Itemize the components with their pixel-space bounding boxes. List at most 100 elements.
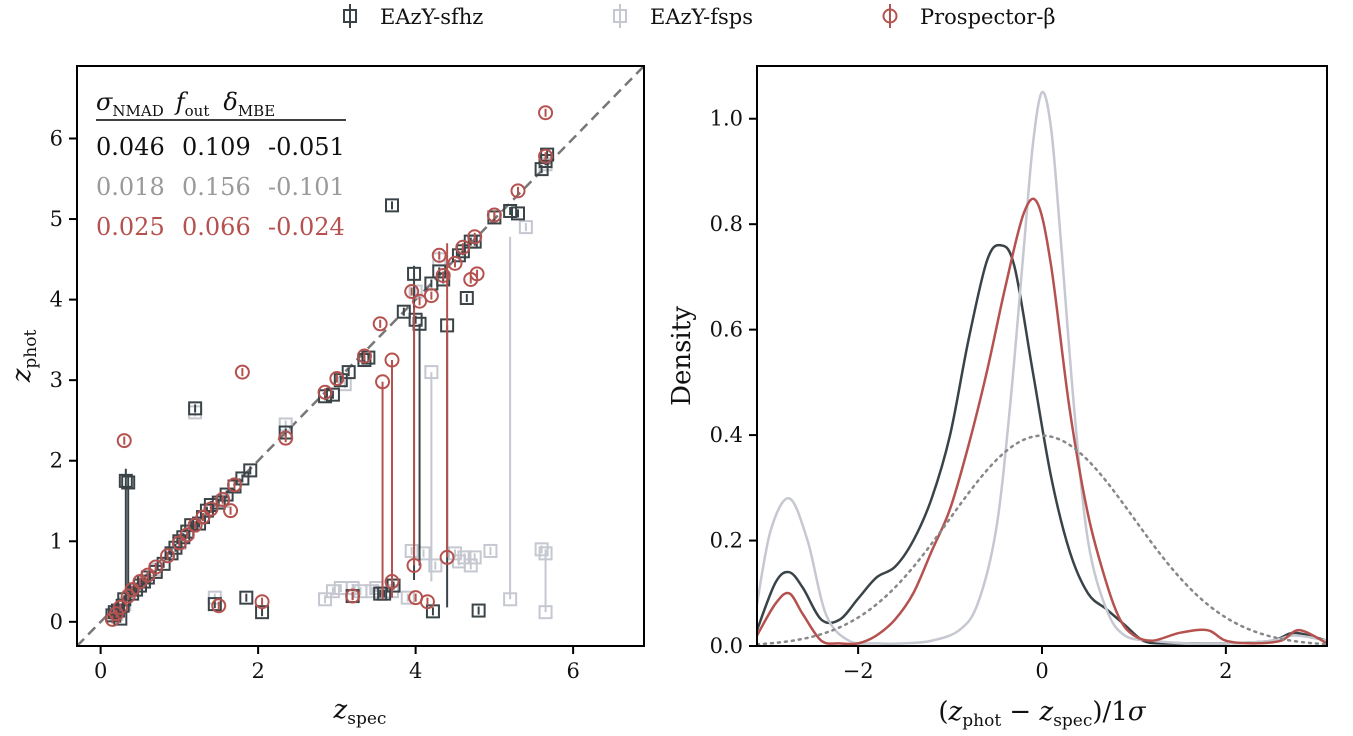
data-point-circle xyxy=(254,594,270,610)
data-point-square xyxy=(483,543,498,558)
data-point-square xyxy=(416,546,431,561)
data-point-circle xyxy=(116,433,132,449)
data-point-square xyxy=(121,475,136,490)
scatter-panel: 0 2 4 6 0 1 2 3 4 5 6 σNMAD fout δMBE 0.046 0.109 -0.05… xyxy=(7,65,645,729)
data-point-square xyxy=(534,542,549,557)
data-point-circle xyxy=(234,364,250,380)
y-tick-label: 5 xyxy=(50,207,63,231)
density-curve-fsps xyxy=(757,90,1327,645)
x-tick-label: 2 xyxy=(251,659,264,683)
legend-item: EAzY-sfhz xyxy=(343,4,483,29)
data-point-square xyxy=(538,605,553,620)
stats-header: σNMAD fout δMBE xyxy=(96,88,275,120)
data-point-circle xyxy=(356,348,372,364)
data-point-circle xyxy=(203,501,219,517)
data-point-circle xyxy=(467,229,483,245)
data-point-circle xyxy=(179,527,195,543)
x-tick-label: −2 xyxy=(843,659,874,683)
data-point-circle xyxy=(112,599,128,615)
data-point-square xyxy=(219,487,234,502)
data-point-circle xyxy=(404,284,420,300)
x-tick-label: 0 xyxy=(94,659,107,683)
data-point-square xyxy=(503,592,518,607)
data-point-circle xyxy=(372,316,388,332)
y-tick-label: 0.8 xyxy=(710,212,743,236)
data-point-circle xyxy=(345,588,361,604)
data-point-circle xyxy=(195,509,211,525)
data-point-square xyxy=(325,584,340,599)
y-tick-label: 6 xyxy=(50,127,63,151)
data-point-square xyxy=(503,204,518,218)
data-point-square xyxy=(341,365,356,380)
data-point-circle xyxy=(211,598,227,614)
normal-reference-curve xyxy=(757,434,1327,646)
data-point-square xyxy=(424,365,439,380)
y-tick-label: 0 xyxy=(50,610,63,634)
y-tick-label: 0.4 xyxy=(710,423,743,447)
data-point-square xyxy=(118,473,133,488)
legend-label: EAzY-fsps xyxy=(650,5,753,29)
data-point-square xyxy=(511,206,525,221)
data-point-circle xyxy=(124,582,140,598)
data-point-circle xyxy=(447,255,463,271)
data-point-circle xyxy=(317,384,333,400)
data-point-circle xyxy=(329,371,345,387)
data-point-square xyxy=(538,546,553,561)
data-point-circle xyxy=(140,567,156,583)
scatter-xlabel: zspec xyxy=(333,695,387,729)
stats-value: 0.025 xyxy=(96,213,165,241)
stats-value: -0.051 xyxy=(268,133,345,161)
stats-value: 0.156 xyxy=(182,173,251,201)
density-curve-prospector xyxy=(757,197,1327,646)
y-tick-label: 3 xyxy=(50,368,63,392)
legend-circle-marker xyxy=(882,8,898,24)
data-point-square xyxy=(467,550,482,565)
legend-item: EAzY-fsps xyxy=(613,4,753,29)
data-point-square xyxy=(448,546,462,561)
y-tick-label: 1.0 xyxy=(710,107,743,131)
x-tick-label: 4 xyxy=(409,659,422,683)
data-point-circle xyxy=(469,266,485,282)
data-point-circle xyxy=(538,105,554,121)
legend-label: EAzY-sfhz xyxy=(380,5,483,29)
density-ylabel: Density xyxy=(667,306,697,406)
data-point-square xyxy=(255,605,270,620)
data-point-circle xyxy=(187,517,203,533)
data-point-square xyxy=(534,162,549,177)
data-point-square xyxy=(471,603,486,618)
stats-value: -0.101 xyxy=(268,173,345,201)
data-point-circle xyxy=(431,247,447,263)
x-tick-label: 6 xyxy=(566,659,579,683)
stats-value: 0.018 xyxy=(96,173,165,201)
density-panel: −2 0 2 0.0 0.2 0.4 0.6 0.8 1.0 (zphot − zspec)/1… xyxy=(667,65,1328,731)
data-point-circle xyxy=(419,594,435,610)
data-point-square xyxy=(396,304,411,319)
data-point-square xyxy=(408,312,423,327)
data-point-square xyxy=(377,586,392,601)
data-point-circle xyxy=(384,574,400,590)
data-point-square xyxy=(243,463,258,478)
data-point-square xyxy=(540,147,555,162)
data-point-circle xyxy=(223,503,239,519)
stats-value: 0.046 xyxy=(96,133,165,161)
stats-value: -0.024 xyxy=(268,213,345,241)
data-point-circle xyxy=(423,288,439,304)
density-frame xyxy=(756,65,1328,647)
data-point-circle xyxy=(278,430,294,446)
legend-item: Prospector-β xyxy=(882,4,1056,29)
data-point-square xyxy=(432,264,447,279)
y-tick-label: 0.2 xyxy=(710,529,743,553)
data-point-circle xyxy=(455,239,471,255)
data-point-circle xyxy=(510,183,526,199)
scatter-plot-area xyxy=(77,66,644,646)
legend-label: Prospector-β xyxy=(920,5,1056,29)
data-point-circle xyxy=(384,352,400,368)
scatter-frame xyxy=(76,65,645,647)
data-point-square xyxy=(385,198,399,213)
data-point-circle xyxy=(439,549,455,565)
data-point-circle xyxy=(215,491,231,507)
data-point-circle xyxy=(412,293,428,309)
y-tick-label: 4 xyxy=(50,288,63,312)
stats-value: 0.066 xyxy=(182,213,251,241)
